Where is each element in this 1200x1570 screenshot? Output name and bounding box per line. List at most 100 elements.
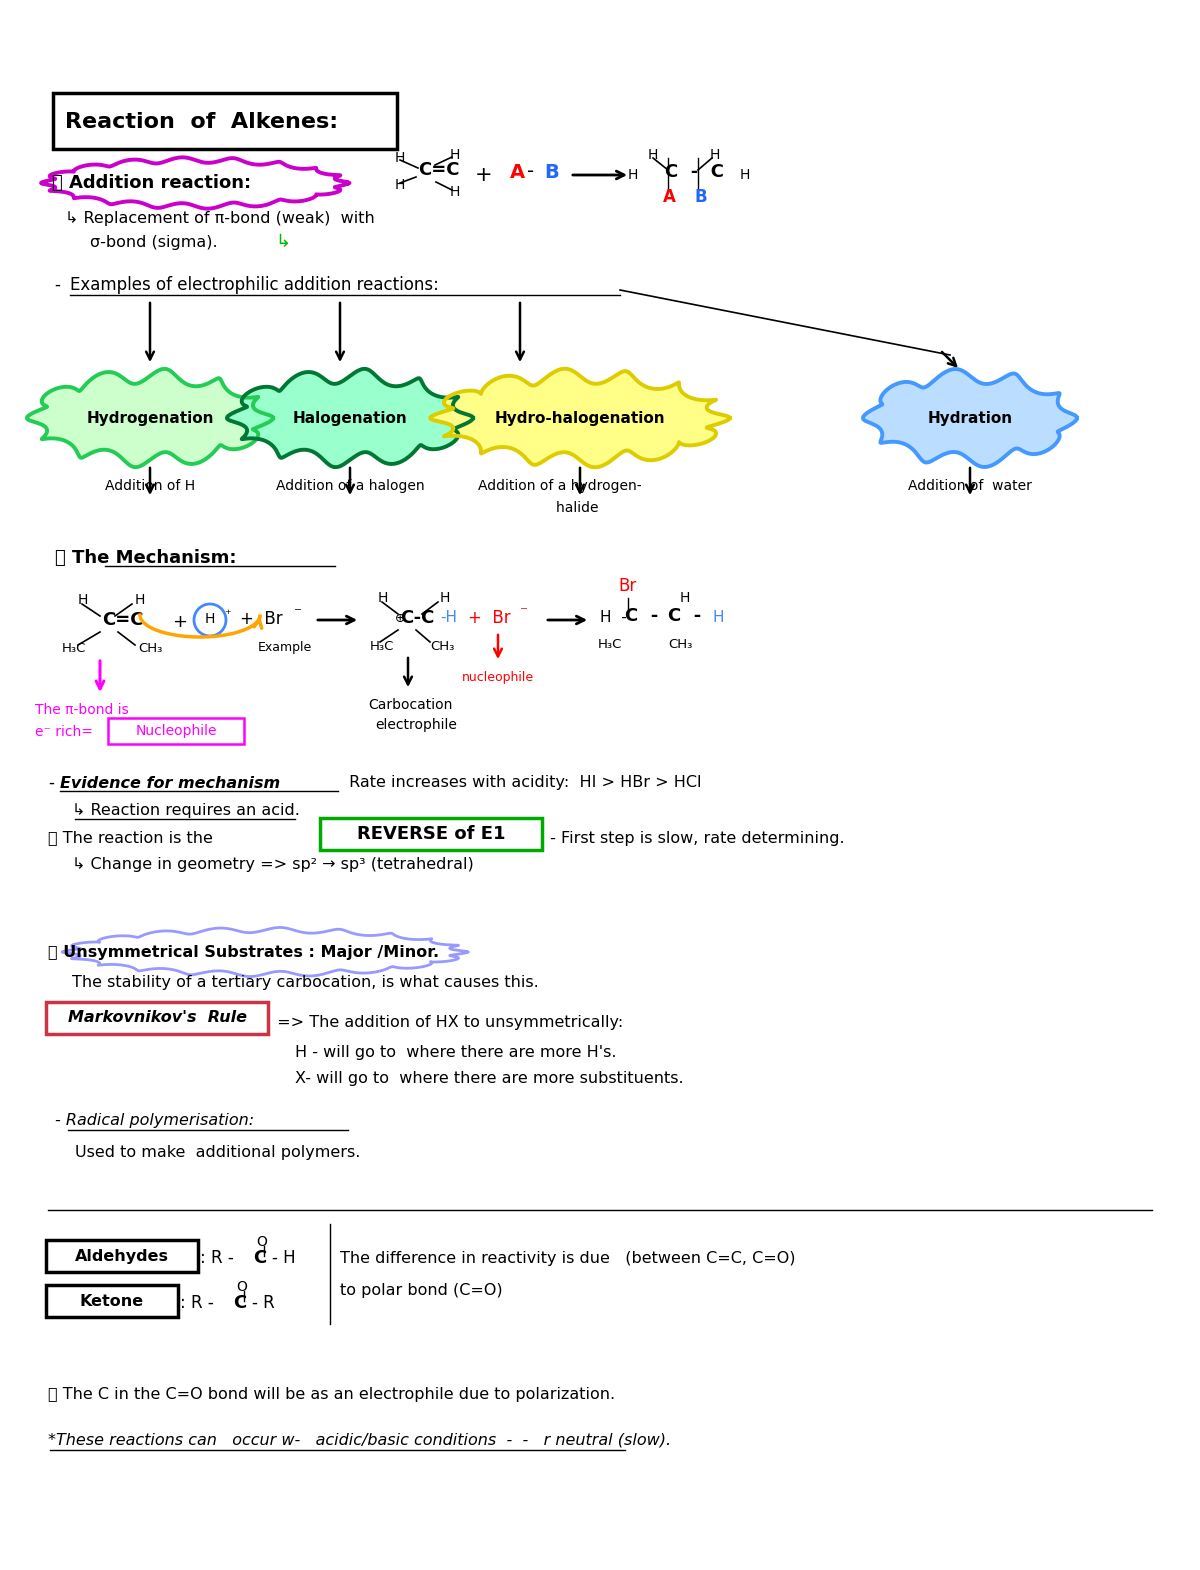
Text: *These reactions can   occur w-   acidic/basic conditions  -  -   r neutral (slo: *These reactions can occur w- acidic/bas…: [48, 1432, 671, 1448]
Text: H - will go to  where there are more H's.: H - will go to where there are more H's.: [295, 1044, 617, 1060]
FancyBboxPatch shape: [53, 93, 397, 149]
Text: ↳ Reaction requires an acid.: ↳ Reaction requires an acid.: [72, 804, 300, 818]
Text: H: H: [395, 177, 406, 192]
Text: O: O: [257, 1236, 268, 1250]
Text: : R -: : R -: [200, 1250, 234, 1267]
Text: H: H: [78, 593, 89, 608]
Text: B: B: [544, 163, 559, 182]
Text: - H: - H: [272, 1250, 295, 1267]
Text: Ⓑ The Mechanism:: Ⓑ The Mechanism:: [55, 550, 236, 567]
Text: σ-bond (sigma).: σ-bond (sigma).: [90, 234, 217, 250]
Text: H: H: [710, 148, 720, 162]
Text: => The addition of HX to unsymmetrically:: => The addition of HX to unsymmetrically…: [272, 1014, 623, 1030]
Text: Nucleophile: Nucleophile: [136, 724, 217, 738]
Polygon shape: [227, 369, 473, 468]
Text: Aldehydes: Aldehydes: [74, 1248, 169, 1264]
Text: H: H: [450, 148, 461, 162]
Text: e⁻ rich=: e⁻ rich=: [35, 725, 92, 739]
Text: -: -: [48, 774, 54, 791]
Text: ⊕: ⊕: [395, 611, 406, 625]
Text: : R -: : R -: [180, 1294, 214, 1313]
Text: C=C: C=C: [418, 162, 460, 179]
Text: - First step is slow, rate determining.: - First step is slow, rate determining.: [545, 831, 845, 846]
Text: Examples of electrophilic addition reactions:: Examples of electrophilic addition react…: [70, 276, 439, 294]
Text: ↳ Change in geometry => sp² → sp³ (tetrahedral): ↳ Change in geometry => sp² → sp³ (tetra…: [72, 857, 474, 873]
Text: H: H: [648, 148, 659, 162]
FancyBboxPatch shape: [108, 717, 244, 744]
Text: REVERSE of E1: REVERSE of E1: [356, 824, 505, 843]
Text: Ⓒ Unsymmetrical Substrates : Major /Minor.: Ⓒ Unsymmetrical Substrates : Major /Mino…: [48, 945, 439, 959]
Text: -H: -H: [440, 611, 457, 625]
Polygon shape: [431, 369, 730, 468]
Text: H: H: [450, 185, 461, 199]
Text: H: H: [395, 151, 406, 165]
Text: Hydrogenation: Hydrogenation: [86, 410, 214, 425]
Text: C: C: [253, 1250, 266, 1267]
Text: CH₃: CH₃: [430, 639, 455, 653]
Text: A: A: [662, 188, 676, 206]
Text: C-C: C-C: [400, 609, 434, 626]
Text: halide: halide: [521, 501, 599, 515]
Text: Used to make  additional polymers.: Used to make additional polymers.: [74, 1145, 360, 1160]
Text: Addition of H: Addition of H: [104, 479, 196, 493]
Text: H: H: [378, 590, 389, 604]
Text: ↳: ↳: [275, 232, 290, 251]
FancyBboxPatch shape: [46, 1284, 178, 1317]
Text: H₃C: H₃C: [370, 639, 395, 653]
Text: Ⓒ The reaction is the: Ⓒ The reaction is the: [48, 831, 212, 846]
Polygon shape: [26, 369, 274, 468]
Text: - Radical polymerisation:: - Radical polymerisation:: [55, 1113, 254, 1127]
Text: C: C: [233, 1294, 247, 1313]
Text: nucleophile: nucleophile: [462, 672, 534, 685]
FancyBboxPatch shape: [46, 1002, 268, 1035]
Text: - R: - R: [252, 1294, 275, 1313]
Text: B: B: [695, 188, 708, 206]
Text: Addition of  water: Addition of water: [908, 479, 1032, 493]
Text: H₃C: H₃C: [62, 642, 86, 655]
Text: +  Br: + Br: [240, 611, 283, 628]
Text: H: H: [628, 168, 638, 182]
Text: The difference in reactivity is due   (between C=C, C=O): The difference in reactivity is due (bet…: [340, 1250, 796, 1265]
Text: H: H: [680, 590, 690, 604]
Text: ⁻: ⁻: [294, 606, 302, 620]
Text: Reaction  of  Alkenes:: Reaction of Alkenes:: [65, 111, 338, 132]
Text: Addition of a hydrogen-: Addition of a hydrogen-: [478, 479, 642, 493]
Text: H: H: [440, 590, 450, 604]
Polygon shape: [62, 928, 468, 977]
Text: to polar bond (C=O): to polar bond (C=O): [340, 1283, 503, 1297]
Text: ⁺: ⁺: [224, 608, 230, 620]
Text: Addition of a halogen: Addition of a halogen: [276, 479, 425, 493]
Polygon shape: [863, 369, 1078, 466]
Text: CH₃: CH₃: [138, 642, 162, 655]
Text: A: A: [510, 163, 526, 182]
Text: Example: Example: [258, 641, 312, 653]
Text: Hydro-halogenation: Hydro-halogenation: [494, 410, 665, 425]
Text: -: -: [55, 276, 66, 294]
Text: Ketone: Ketone: [80, 1294, 144, 1308]
Text: Markovnikov's  Rule: Markovnikov's Rule: [67, 1011, 246, 1025]
Text: Br: Br: [618, 578, 636, 595]
Text: The π-bond is: The π-bond is: [35, 703, 128, 717]
Text: CH₃: CH₃: [668, 639, 692, 652]
Polygon shape: [41, 157, 349, 209]
Text: Ⓒ The C in the C=O bond will be as an electrophile due to polarization.: Ⓒ The C in the C=O bond will be as an el…: [48, 1388, 616, 1402]
Text: X- will go to  where there are more substituents.: X- will go to where there are more subst…: [295, 1071, 684, 1086]
Text: Rate increases with acidity:  HI > HBr > HCl: Rate increases with acidity: HI > HBr > …: [344, 776, 702, 791]
Text: electrophile: electrophile: [374, 717, 457, 732]
Text: O: O: [236, 1280, 247, 1294]
Text: +: +: [475, 165, 493, 185]
FancyBboxPatch shape: [320, 818, 542, 849]
Text: H: H: [740, 168, 750, 182]
Text: Hydration: Hydration: [928, 410, 1013, 425]
Text: +  Br: + Br: [468, 609, 511, 626]
Text: C  -: C -: [668, 608, 701, 625]
Text: +: +: [172, 612, 187, 631]
Text: C  -: C -: [625, 608, 659, 625]
Text: Carbocation: Carbocation: [368, 699, 452, 713]
Text: H: H: [205, 612, 215, 626]
Text: H: H: [134, 593, 145, 608]
FancyBboxPatch shape: [46, 1240, 198, 1272]
Text: ⁻: ⁻: [520, 604, 528, 620]
Text: Halogenation: Halogenation: [293, 410, 407, 425]
Text: ↳ Replacement of π-bond (weak)  with: ↳ Replacement of π-bond (weak) with: [65, 210, 374, 226]
